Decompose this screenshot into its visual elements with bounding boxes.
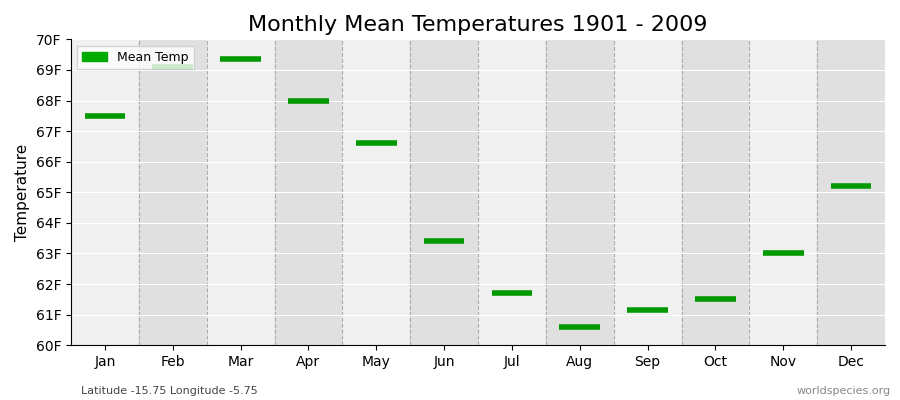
Bar: [342, 39, 410, 345]
Text: worldspecies.org: worldspecies.org: [796, 386, 891, 396]
Legend: Mean Temp: Mean Temp: [77, 46, 194, 68]
Bar: [139, 39, 207, 345]
Bar: [410, 39, 478, 345]
Bar: [817, 39, 885, 345]
Bar: [71, 39, 139, 345]
Bar: [478, 39, 545, 345]
Bar: [545, 39, 614, 345]
Title: Monthly Mean Temperatures 1901 - 2009: Monthly Mean Temperatures 1901 - 2009: [248, 15, 707, 35]
Bar: [681, 39, 750, 345]
Bar: [614, 39, 681, 345]
Y-axis label: Temperature: Temperature: [15, 144, 30, 241]
Bar: [750, 39, 817, 345]
Bar: [274, 39, 342, 345]
Text: Latitude -15.75 Longitude -5.75: Latitude -15.75 Longitude -5.75: [81, 386, 257, 396]
Bar: [207, 39, 274, 345]
